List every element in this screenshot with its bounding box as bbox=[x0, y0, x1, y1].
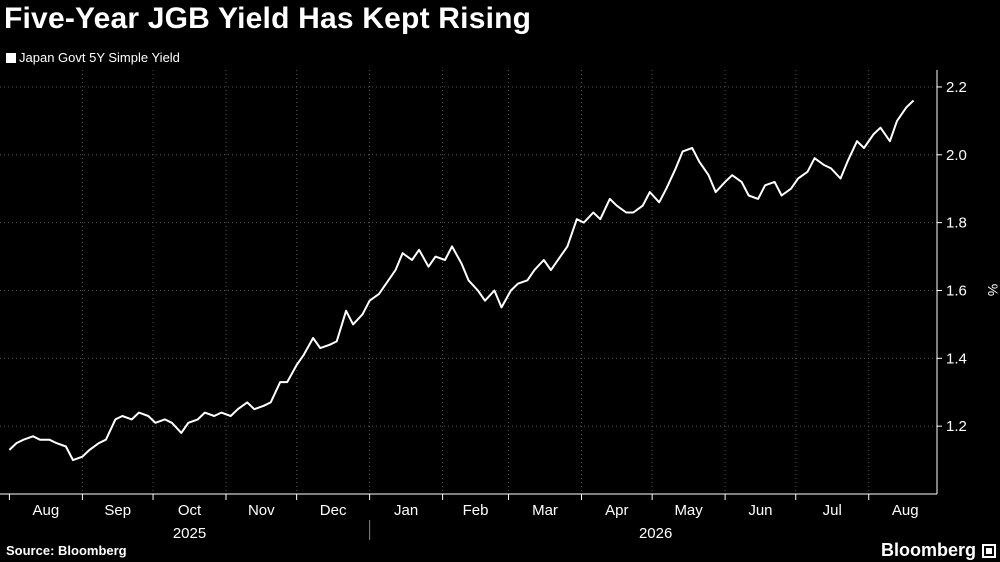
series-line-jgb-5y bbox=[8, 99, 915, 462]
year-label: 2026 bbox=[639, 525, 672, 542]
x-tick-label: Aug bbox=[892, 502, 919, 519]
page-title: Five-Year JGB Yield Has Kept Rising bbox=[4, 2, 532, 35]
x-tick-label: Nov bbox=[248, 502, 275, 519]
y-tick-label: 1.8 bbox=[946, 215, 967, 232]
x-tick-label: Jul bbox=[823, 502, 842, 519]
x-tick-label: Dec bbox=[320, 502, 347, 519]
brand-text: Bloomberg bbox=[880, 540, 976, 560]
x-tick-label: Jun bbox=[748, 502, 772, 519]
x-tick-label: Apr bbox=[605, 502, 628, 519]
y-tick-label: 1.6 bbox=[946, 282, 967, 299]
y-tick-label: 1.2 bbox=[946, 418, 967, 435]
y-axis-unit: % bbox=[985, 284, 1000, 296]
x-tick-label: Mar bbox=[532, 502, 558, 519]
y-tick-label: 2.0 bbox=[946, 147, 967, 164]
legend-label: Japan Govt 5Y Simple Yield bbox=[19, 50, 180, 65]
brand-logo: Bloomberg bbox=[881, 540, 996, 561]
bloomberg-mark-icon bbox=[982, 543, 996, 558]
legend: Japan Govt 5Y Simple Yield bbox=[6, 50, 180, 65]
x-tick-label: Sep bbox=[104, 502, 131, 519]
x-tick-label: Aug bbox=[33, 502, 60, 519]
legend-swatch bbox=[6, 52, 16, 63]
x-tick-label: Feb bbox=[463, 502, 489, 519]
year-label: 2025 bbox=[173, 525, 206, 542]
x-tick-label: Oct bbox=[178, 502, 202, 519]
x-tick-label: Jan bbox=[394, 502, 418, 519]
x-tick-label: May bbox=[674, 502, 703, 519]
y-tick-label: 1.4 bbox=[946, 350, 967, 367]
source-note: Source: Bloomberg bbox=[6, 543, 127, 558]
y-tick-label: 2.2 bbox=[946, 79, 967, 96]
